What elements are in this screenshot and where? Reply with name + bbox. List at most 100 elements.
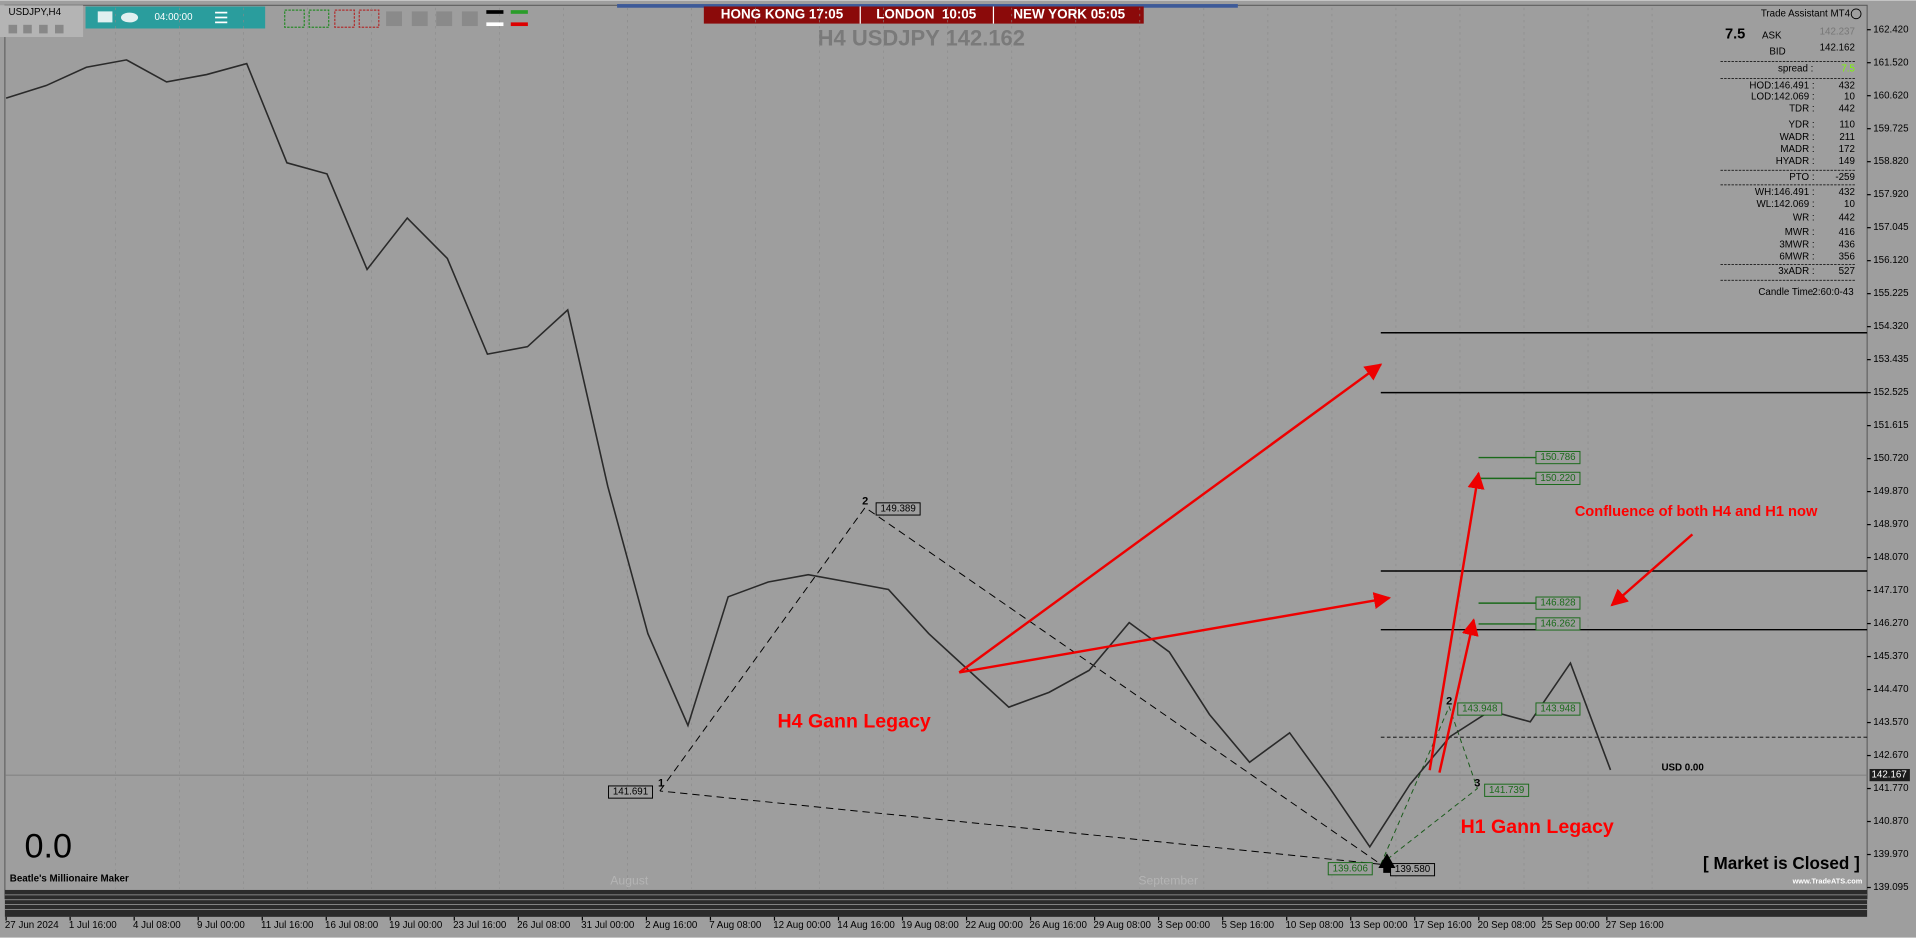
level-box	[1535, 450, 1581, 465]
level-box	[1535, 702, 1581, 716]
gann-point: 2	[1446, 696, 1452, 708]
time-label: 20 Sep 08:00	[1478, 920, 1537, 931]
h4-gann	[659, 506, 1382, 865]
price-label: 139.970	[1873, 849, 1909, 860]
symbol[interactable]: USDJPY,H4	[9, 7, 62, 18]
stat-label: 3xADR :	[1778, 266, 1814, 277]
time-label: 16 Jul 08:00	[325, 920, 379, 931]
clock: HONG KONG 17:05	[721, 7, 844, 22]
level-box	[1535, 471, 1581, 485]
time-label: 23 Jul 16:00	[453, 920, 507, 931]
stat-label: MWR :	[1785, 227, 1815, 238]
camera-icon[interactable]	[97, 11, 113, 23]
stat-value: 527	[1839, 266, 1855, 277]
level-label: 141.739	[1489, 785, 1524, 796]
bid-label: BID	[1769, 46, 1785, 57]
month-label: September	[1138, 874, 1198, 888]
level-label: 146.262	[1540, 619, 1575, 630]
stat-value: 436	[1839, 239, 1855, 250]
time-label: 27 Sep 16:00	[1606, 920, 1665, 931]
candle-time: Candle Time	[1758, 287, 1813, 298]
level-label: 150.786	[1540, 452, 1575, 463]
level-box	[875, 502, 921, 516]
price-label: 146.270	[1873, 618, 1909, 629]
stat-label: TDR :	[1789, 104, 1815, 115]
stat-label: WR :	[1793, 212, 1815, 223]
panel-close[interactable]	[1850, 8, 1862, 20]
price-label: 160.620	[1873, 90, 1909, 101]
level-box	[608, 785, 654, 799]
price-label: 147.170	[1873, 585, 1909, 596]
stat-label: PTO :	[1789, 172, 1814, 183]
timer: 04:00:00	[155, 12, 194, 23]
price-label: 142.670	[1873, 750, 1909, 761]
price-label: 154.320	[1873, 321, 1909, 332]
up-arrow-icon	[1378, 853, 1396, 873]
chart-title: H4 USDJPY 142.162	[818, 25, 1025, 50]
time-label: 10 Sep 08:00	[1285, 920, 1344, 931]
price-series	[5, 59, 1612, 849]
time-label: 2 Aug 16:00	[645, 920, 698, 931]
drawing-tools[interactable]	[284, 9, 380, 28]
ask-label: ASK	[1762, 30, 1782, 41]
h1-gann	[1380, 705, 1478, 865]
time-label: 12 Aug 00:00	[773, 920, 831, 931]
time-label: 3 Sep 00:00	[1157, 920, 1210, 931]
time-label: 11 Jul 16:00	[261, 920, 314, 931]
site: www.TradeATS.com	[1792, 876, 1863, 885]
top-strip	[617, 4, 1238, 8]
usd: USD 0.00	[1661, 762, 1704, 773]
spread-label: spread :	[1778, 63, 1813, 74]
price-label: 157.045	[1873, 222, 1909, 233]
level-box	[1327, 862, 1373, 876]
price-label: 151.615	[1873, 420, 1909, 431]
time-label: 4 Jul 08:00	[133, 920, 181, 931]
color-swatches[interactable]	[486, 10, 528, 27]
level-label: 141.691	[613, 787, 648, 798]
level-label: 143.948	[1540, 704, 1575, 715]
candle-value: 2:60:0-43	[1812, 287, 1853, 298]
h4-label: H4 Gann Legacy	[778, 711, 931, 733]
stat-label: HYADR :	[1776, 156, 1815, 167]
time-label: 19 Aug 08:00	[901, 920, 959, 931]
price-label: 149.870	[1873, 486, 1909, 497]
clock-dividers	[859, 6, 995, 24]
menu-icon[interactable]	[215, 11, 228, 24]
price-label: 145.370	[1873, 651, 1909, 662]
level-label: 149.389	[880, 504, 915, 515]
time-label: 7 Aug 08:00	[709, 920, 762, 931]
stat-value: 442	[1839, 104, 1855, 115]
level-label: 139.580	[1395, 864, 1431, 875]
stat-value: -259	[1835, 172, 1855, 183]
stat-label: MADR :	[1780, 144, 1814, 155]
time-label: 13 Sep 00:00	[1350, 920, 1409, 931]
time-label: 5 Sep 16:00	[1221, 920, 1274, 931]
bottom-strip	[4, 889, 1868, 917]
spread: 7.5	[1841, 63, 1855, 74]
price-label: 157.920	[1873, 189, 1909, 200]
price-label: 148.970	[1873, 519, 1909, 530]
level-label: 150.220	[1540, 473, 1576, 484]
price-label: 143.570	[1873, 717, 1909, 728]
time-label: 9 Jul 00:00	[197, 920, 245, 931]
time-label: 27 Jun 2024	[5, 920, 59, 931]
time-label: 26 Jul 08:00	[517, 920, 571, 931]
stat-value: 10	[1844, 91, 1855, 102]
stat-value: 356	[1839, 252, 1855, 263]
eye-icon[interactable]	[120, 12, 139, 23]
level-label: 143.948	[1462, 704, 1497, 715]
price-label: 140.870	[1873, 816, 1909, 827]
level-label: 139.606	[1333, 863, 1368, 874]
stat-label: 6MWR :	[1779, 252, 1814, 263]
stat-value: 416	[1839, 227, 1855, 238]
current-price: 142.167	[1871, 770, 1906, 781]
stat-value: 172	[1839, 144, 1855, 155]
grey-tools[interactable]	[386, 11, 478, 27]
price-label: 152.525	[1873, 387, 1909, 398]
price-label: 156.120	[1873, 255, 1909, 266]
bid: 142.162	[1820, 43, 1855, 54]
price-label: 159.725	[1873, 123, 1909, 134]
price-label: 148.070	[1873, 552, 1909, 563]
clock-banner	[703, 6, 1144, 24]
clock: LONDON 10:05	[876, 7, 977, 22]
